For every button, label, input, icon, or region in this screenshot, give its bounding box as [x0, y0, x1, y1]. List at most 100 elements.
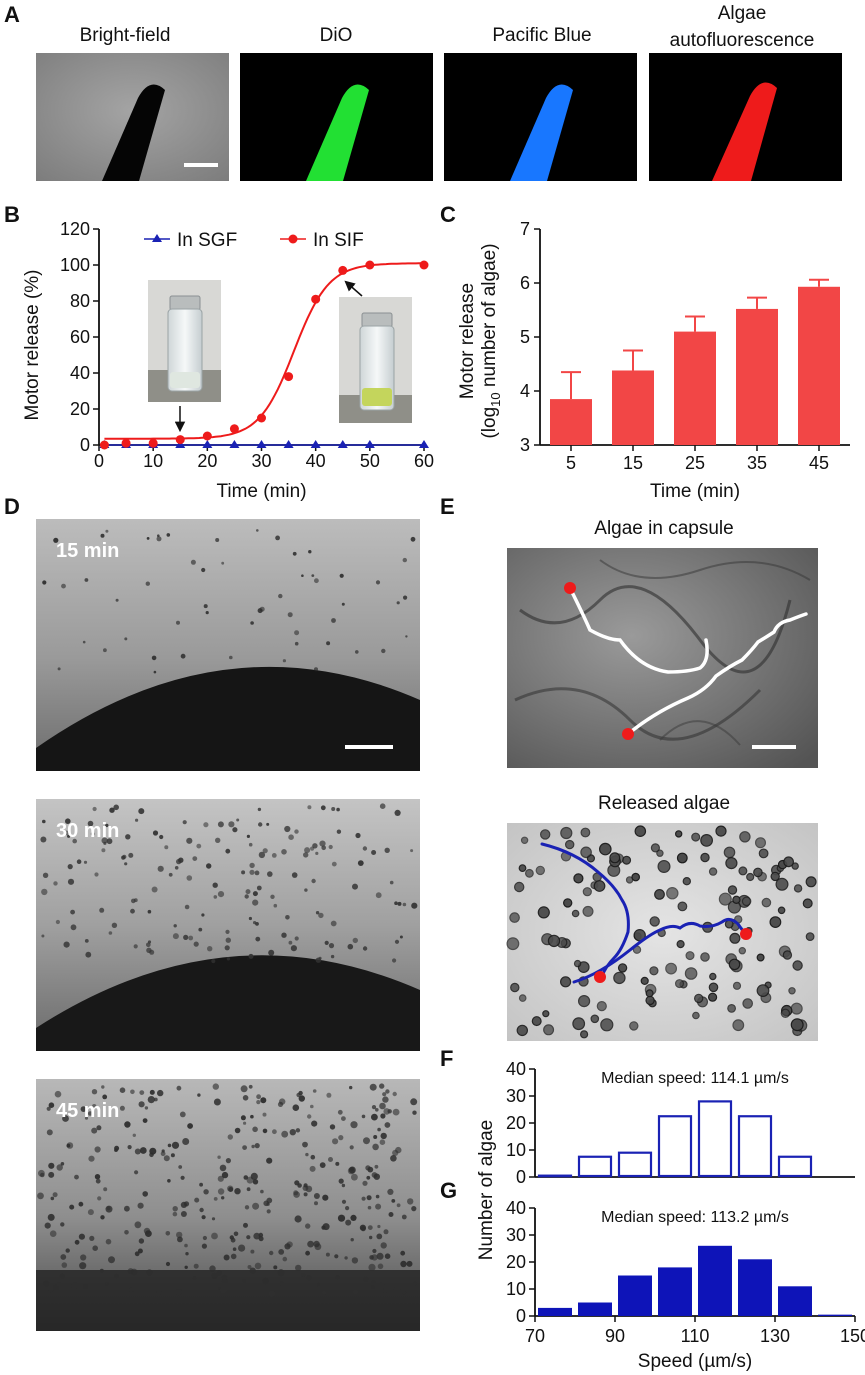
algae-cell [268, 949, 275, 956]
algae-cell [95, 1178, 101, 1184]
algae-cell [345, 1206, 350, 1211]
algae-cell [410, 849, 414, 853]
algae-dots [506, 825, 817, 1039]
algae-cell [128, 852, 134, 858]
bar [777, 1155, 813, 1178]
algae-cell [224, 945, 230, 951]
algae-cell [345, 1219, 352, 1226]
algae-cell [571, 909, 580, 918]
algae-cell [518, 994, 527, 1002]
algae-cell [151, 655, 157, 661]
algae-cell [377, 1263, 384, 1270]
y-tick-label: 20 [70, 399, 90, 419]
algae-cell [246, 1187, 251, 1192]
data-point-sgf [337, 440, 348, 448]
algae-cell [345, 1289, 350, 1294]
algae-cell [593, 880, 606, 892]
algae-cell [38, 1169, 45, 1177]
algae-cell [349, 1145, 354, 1150]
algae-cell [382, 1092, 387, 1097]
algae-cell [396, 601, 400, 605]
title-released-algae: Released algae [598, 793, 730, 814]
algae-cell [410, 536, 416, 542]
y-tick-label: 10 [506, 1140, 526, 1160]
algae-cell [74, 1239, 80, 1245]
capsule-shape [306, 84, 369, 181]
algae-cell [379, 1083, 385, 1089]
algae-cell [236, 818, 240, 822]
algae-cell [351, 1173, 358, 1181]
algae-cell [383, 1229, 389, 1235]
algae-cell [732, 1019, 745, 1032]
algae-cell [248, 1084, 253, 1089]
bar [798, 286, 840, 445]
algae-cell [242, 1279, 246, 1283]
algae-cell [357, 860, 364, 866]
algae-cell [352, 937, 358, 944]
algae-cell [134, 1221, 142, 1229]
algae-cell [691, 832, 701, 842]
algae-cell [609, 852, 621, 864]
algae-cell [108, 1256, 115, 1264]
algae-cell [272, 1129, 277, 1135]
data-point-sgf [419, 440, 429, 448]
algae-cell [328, 844, 333, 850]
algae-cell [100, 1215, 105, 1220]
algae-cell [375, 580, 381, 585]
algae-cell [363, 1137, 370, 1145]
algae-cell [176, 620, 180, 625]
algae-cell [514, 881, 525, 893]
algae-cell [183, 934, 189, 941]
algae-cell [380, 1113, 386, 1119]
algae-cell [788, 987, 796, 995]
algae-cell [251, 1144, 255, 1149]
algae-cell [53, 537, 59, 543]
algae-cell [54, 1090, 62, 1098]
algae-cell [48, 1162, 55, 1169]
algae-cell [316, 1282, 321, 1287]
algae-cell [676, 939, 685, 949]
algae-cell [392, 1091, 397, 1097]
algae-cell [279, 1098, 286, 1105]
algae-cell [723, 846, 736, 859]
algae-cell [328, 1157, 333, 1162]
algae-cell [708, 867, 718, 876]
algae-cell [250, 1114, 254, 1119]
algae-cell [82, 1283, 89, 1290]
y-tick-label: 40 [506, 1059, 526, 1079]
algae-cell [122, 854, 127, 860]
algae-cell [783, 856, 794, 868]
algae-cell [397, 901, 402, 906]
algae-cell [373, 1135, 378, 1139]
algae-dots [40, 803, 418, 964]
image-bright-field [36, 53, 229, 181]
algae-cell [149, 1089, 155, 1095]
algae-cell [518, 864, 527, 872]
algae-cell [361, 1114, 366, 1119]
algae-cell [685, 951, 695, 961]
algae-cell [53, 881, 58, 886]
release-curve-chart: 0 20 40 60 80 100 120 0 10 20 30 40 50 60 Time (min) Mo… [22, 219, 434, 502]
algae-cell [80, 1106, 87, 1112]
y-tick-label: 7 [520, 219, 530, 239]
algae-cell [56, 1282, 61, 1287]
track-2 [626, 612, 808, 736]
algae-cell [375, 1108, 379, 1112]
algae-cell [176, 1085, 182, 1091]
algae-cell [70, 924, 77, 931]
algae-cell [92, 1245, 98, 1251]
algae-cell [379, 1102, 386, 1110]
y-tick-label: 40 [506, 1198, 526, 1218]
algae-cell [292, 1104, 300, 1111]
bar [550, 399, 592, 445]
algae-cell [260, 1097, 267, 1104]
algae-cell [791, 862, 799, 870]
algae-cell [379, 1139, 386, 1145]
algae-cell [738, 866, 748, 876]
algae-cell [328, 943, 335, 949]
algae-cell [368, 1263, 376, 1271]
algae-cell [172, 1206, 178, 1212]
capsule-edge [36, 955, 420, 1051]
algae-cell [282, 659, 286, 663]
x-tick-label: 90 [605, 1326, 625, 1346]
